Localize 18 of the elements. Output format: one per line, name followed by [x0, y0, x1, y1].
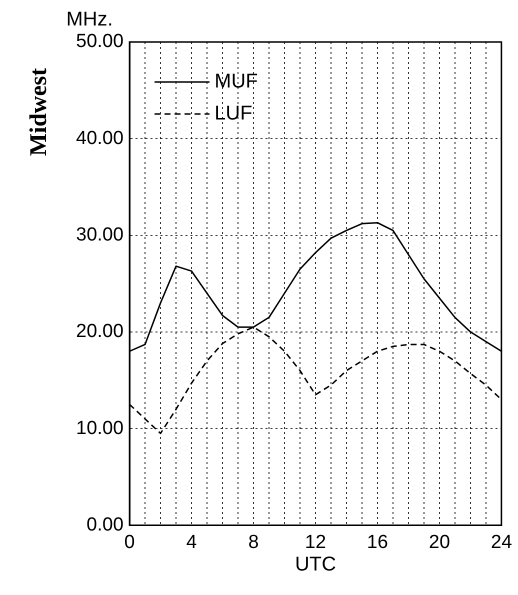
x-tick-label: 0	[124, 532, 135, 553]
x-tick-label: 8	[248, 532, 259, 553]
text: Midwest	[26, 68, 52, 156]
y-tick-label: 10.00	[76, 418, 124, 439]
legend-label: MUF	[214, 70, 258, 93]
y-tick-label: 0.00	[86, 514, 124, 536]
y-tick-label: 40.00	[76, 128, 124, 149]
x-tick-label: 16	[366, 532, 388, 553]
x-tick-label: 20	[428, 532, 450, 553]
x-tick-label: 4	[186, 532, 198, 553]
y-tick-label: 30.00	[76, 224, 124, 246]
y-tick-label: 50.00	[76, 31, 124, 52]
y-tick-label: 20.00	[76, 321, 124, 342]
x-axis-title: UTC	[294, 554, 336, 576]
y-axis-title: MHz.	[66, 8, 113, 31]
legend-label: LUF	[214, 102, 252, 125]
x-tick-label: 12	[304, 532, 326, 553]
x-tick-label: 24	[490, 532, 512, 553]
